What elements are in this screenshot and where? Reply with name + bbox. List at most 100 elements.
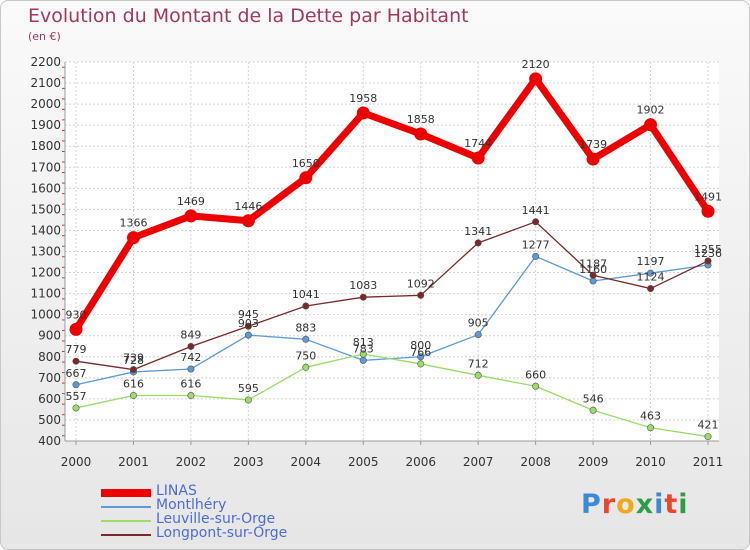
data-point (474, 371, 482, 379)
data-point (414, 127, 428, 141)
data-point (529, 72, 543, 86)
data-label: 883 (295, 321, 316, 334)
data-point (589, 271, 597, 279)
data-point (241, 214, 255, 228)
x-tick-label: 2010 (635, 455, 666, 469)
data-label: 930 (66, 308, 87, 321)
data-point (417, 360, 425, 368)
chart-subtitle: (en €) (28, 30, 61, 43)
x-tick-label: 2008 (520, 455, 551, 469)
data-label: 739 (123, 352, 144, 365)
y-tick-label: 1000 (30, 308, 61, 322)
data-point (704, 257, 712, 265)
data-label: 1341 (464, 225, 492, 238)
y-tick-label: 800 (38, 350, 61, 364)
data-label: 1739 (579, 138, 607, 151)
data-label: 463 (640, 410, 661, 423)
logo-letter: i (678, 489, 689, 520)
proxiti-logo: Proxiti (581, 489, 689, 520)
data-label: 1255 (694, 243, 722, 256)
data-label: 1092 (407, 277, 435, 290)
logo-letter: o (616, 489, 636, 520)
y-tick-label: 2100 (30, 76, 61, 90)
data-label: 595 (238, 382, 259, 395)
legend-swatch (101, 534, 151, 536)
data-point (187, 342, 195, 350)
y-tick-label: 500 (38, 413, 61, 427)
data-point (356, 106, 370, 120)
data-label: 783 (353, 342, 374, 355)
data-label: 742 (180, 351, 201, 364)
data-point (359, 293, 367, 301)
data-label: 1236 (694, 247, 722, 260)
y-tick-label: 1400 (30, 223, 61, 237)
data-point (474, 331, 482, 339)
y-tick-label: 1300 (30, 245, 61, 259)
data-label: 1441 (522, 204, 550, 217)
data-point (126, 231, 140, 245)
y-tick-label: 400 (38, 434, 61, 448)
x-tick-label: 2003 (233, 455, 264, 469)
data-label: 1469 (177, 195, 205, 208)
data-label: 813 (353, 336, 374, 349)
series-line-longpont-sur-orge (75, 221, 709, 371)
data-label: 421 (698, 419, 719, 432)
data-point (532, 252, 540, 260)
y-tick-label: 1900 (30, 118, 61, 132)
legend-label: Leuville-sur-Orge (156, 511, 276, 527)
data-label: 779 (66, 343, 87, 356)
data-label: 546 (583, 392, 604, 405)
data-point (72, 381, 80, 389)
x-tick-label: 2004 (291, 455, 322, 469)
legend-swatch (101, 506, 151, 508)
data-label: 750 (295, 349, 316, 362)
data-label: 1744 (464, 137, 492, 150)
data-label: 766 (410, 346, 431, 359)
data-point (299, 171, 313, 185)
data-point (701, 204, 715, 218)
series-line-leuville-sur-orge (75, 353, 709, 438)
data-point (244, 396, 252, 404)
data-label: 849 (180, 328, 201, 341)
data-label: 557 (66, 390, 87, 403)
data-point (129, 392, 137, 400)
data-label: 1160 (579, 263, 607, 276)
logo-letter: r (601, 489, 617, 520)
series-line-linas (72, 75, 712, 333)
y-tick-label: 900 (38, 329, 61, 343)
data-label: 905 (468, 317, 489, 330)
data-point (417, 291, 425, 299)
x-tick-label: 2007 (463, 455, 494, 469)
data-label: 1197 (637, 255, 665, 268)
data-point (647, 269, 655, 277)
data-point (532, 218, 540, 226)
data-point (72, 357, 80, 365)
data-point (471, 151, 485, 165)
data-point (647, 424, 655, 432)
data-label: 2120 (522, 58, 550, 71)
data-label: 1366 (119, 217, 147, 230)
data-point (302, 335, 310, 343)
data-label: 1902 (637, 104, 665, 117)
data-label: 1124 (637, 271, 665, 284)
data-label: 616 (123, 378, 144, 391)
y-tick-label: 1100 (30, 287, 61, 301)
data-label: 945 (238, 308, 259, 321)
data-point (187, 392, 195, 400)
data-label: 1650 (292, 157, 320, 170)
legend-swatch (101, 489, 151, 497)
logo-letter: P (581, 489, 602, 520)
y-tick-label: 1200 (30, 266, 61, 280)
data-point (589, 406, 597, 414)
x-tick-label: 2006 (405, 455, 436, 469)
y-tick-label: 2200 (30, 55, 61, 69)
data-point (187, 365, 195, 373)
x-tick-label: 2002 (176, 455, 207, 469)
y-tick-label: 1800 (30, 139, 61, 153)
y-tick-label: 700 (38, 371, 61, 385)
data-label: 903 (238, 317, 259, 330)
logo-letter: i (654, 489, 665, 520)
data-point (302, 363, 310, 371)
plot-area (65, 62, 719, 441)
